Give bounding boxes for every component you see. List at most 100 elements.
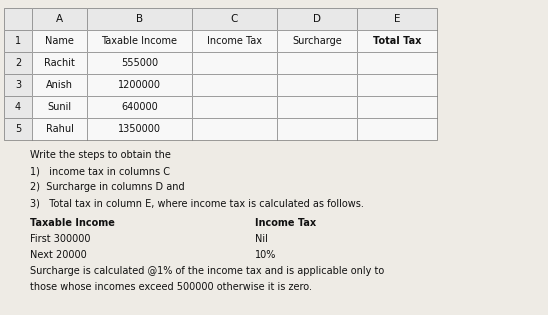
Text: Anish: Anish — [46, 80, 73, 90]
Bar — [277, 8, 357, 30]
Bar — [277, 74, 357, 96]
Bar — [277, 52, 357, 74]
Bar — [357, 8, 437, 30]
Text: Next 20000: Next 20000 — [30, 250, 87, 260]
Bar — [32, 118, 87, 140]
Bar — [87, 52, 192, 74]
Bar — [4, 30, 32, 52]
Bar — [277, 118, 357, 140]
Text: 640000: 640000 — [121, 102, 158, 112]
Bar — [277, 8, 357, 30]
Bar — [357, 52, 437, 74]
Bar — [4, 8, 32, 30]
Bar — [32, 74, 87, 96]
Bar — [87, 30, 192, 52]
Bar — [32, 30, 87, 52]
Bar — [32, 118, 87, 140]
Bar — [87, 118, 192, 140]
Bar — [32, 8, 87, 30]
Text: Rachit: Rachit — [44, 58, 75, 68]
Text: Surcharge is calculated @1% of the income tax and is applicable only to: Surcharge is calculated @1% of the incom… — [30, 266, 384, 276]
Text: 3: 3 — [15, 80, 21, 90]
Text: 4: 4 — [15, 102, 21, 112]
Text: B: B — [136, 14, 143, 24]
Text: Rahul: Rahul — [45, 124, 73, 134]
Bar — [277, 30, 357, 52]
Text: Taxable Income: Taxable Income — [30, 218, 115, 228]
Bar — [277, 30, 357, 52]
Bar — [4, 118, 32, 140]
Bar — [4, 8, 32, 30]
Text: C: C — [231, 14, 238, 24]
Text: E: E — [394, 14, 400, 24]
Bar — [192, 96, 277, 118]
Bar — [357, 74, 437, 96]
Text: 1200000: 1200000 — [118, 80, 161, 90]
Bar — [4, 96, 32, 118]
Bar — [192, 52, 277, 74]
Bar — [87, 118, 192, 140]
Text: Taxable Income: Taxable Income — [101, 36, 178, 46]
Text: 5: 5 — [15, 124, 21, 134]
Bar — [4, 52, 32, 74]
Text: 1)   income tax in columns C: 1) income tax in columns C — [30, 166, 170, 176]
Bar — [357, 96, 437, 118]
Bar — [32, 30, 87, 52]
Bar — [4, 74, 32, 96]
Text: Name: Name — [45, 36, 74, 46]
Bar — [277, 74, 357, 96]
Bar — [192, 8, 277, 30]
Text: D: D — [313, 14, 321, 24]
Text: Total Tax: Total Tax — [373, 36, 421, 46]
Bar — [32, 52, 87, 74]
Text: A: A — [56, 14, 63, 24]
Bar — [357, 118, 437, 140]
Text: Income Tax: Income Tax — [255, 218, 316, 228]
Bar — [4, 30, 32, 52]
Text: 2)  Surcharge in columns D and: 2) Surcharge in columns D and — [30, 182, 185, 192]
Text: Surcharge: Surcharge — [292, 36, 342, 46]
Text: 3)   Total tax in column E, where income tax is calculated as follows.: 3) Total tax in column E, where income t… — [30, 198, 364, 208]
Bar — [192, 30, 277, 52]
Text: Nil: Nil — [255, 234, 268, 244]
Text: 10%: 10% — [255, 250, 276, 260]
Text: 1350000: 1350000 — [118, 124, 161, 134]
Text: Sunil: Sunil — [48, 102, 72, 112]
Bar — [357, 30, 437, 52]
Bar — [192, 74, 277, 96]
Bar — [4, 74, 32, 96]
Bar — [87, 96, 192, 118]
Text: First 300000: First 300000 — [30, 234, 90, 244]
Bar — [87, 8, 192, 30]
Bar — [357, 74, 437, 96]
Bar — [87, 8, 192, 30]
Bar — [357, 52, 437, 74]
Bar — [32, 96, 87, 118]
Bar — [4, 52, 32, 74]
Bar — [32, 52, 87, 74]
Bar — [4, 96, 32, 118]
Bar — [357, 8, 437, 30]
Bar — [277, 96, 357, 118]
Bar — [357, 118, 437, 140]
Bar — [277, 52, 357, 74]
Bar — [87, 74, 192, 96]
Bar — [192, 118, 277, 140]
Text: 555000: 555000 — [121, 58, 158, 68]
Bar — [277, 96, 357, 118]
Bar — [4, 118, 32, 140]
Bar — [32, 74, 87, 96]
Bar — [357, 96, 437, 118]
Bar — [277, 118, 357, 140]
Text: 1: 1 — [15, 36, 21, 46]
Text: those whose incomes exceed 500000 otherwise it is zero.: those whose incomes exceed 500000 otherw… — [30, 282, 312, 292]
Text: Income Tax: Income Tax — [207, 36, 262, 46]
Bar — [192, 96, 277, 118]
Text: Write the steps to obtain the: Write the steps to obtain the — [30, 150, 171, 160]
Bar — [87, 96, 192, 118]
Bar — [87, 74, 192, 96]
Bar — [87, 30, 192, 52]
Bar — [87, 52, 192, 74]
Bar — [192, 8, 277, 30]
Bar — [192, 74, 277, 96]
